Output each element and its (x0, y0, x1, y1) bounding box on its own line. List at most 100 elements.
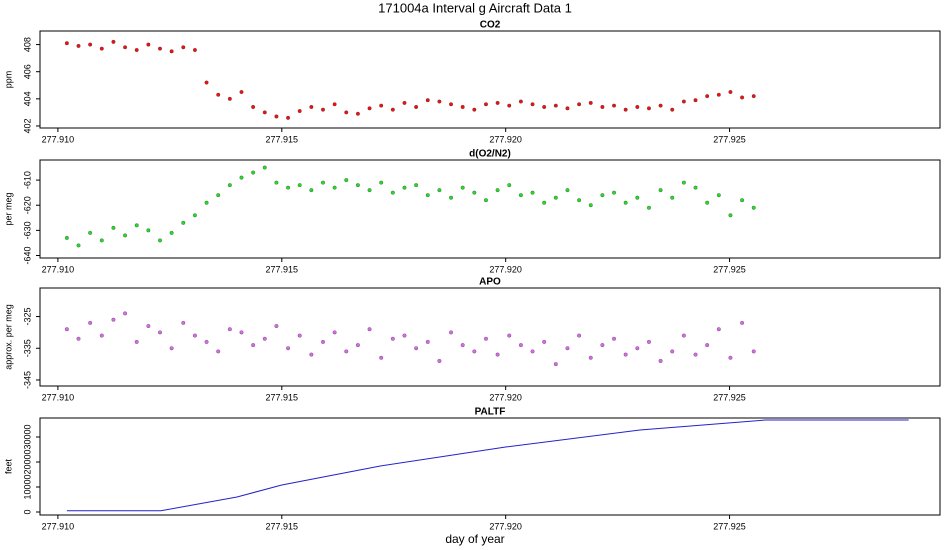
point (588, 100, 593, 105)
point (542, 105, 547, 109)
point (530, 349, 535, 354)
point (146, 42, 151, 47)
point (647, 339, 651, 344)
point (565, 188, 570, 193)
point (635, 105, 640, 109)
x-tick-label: 277.925 (713, 521, 746, 531)
point (716, 327, 721, 332)
point (169, 346, 174, 351)
point (565, 346, 570, 351)
y-tick-label: -640 (22, 246, 32, 264)
point (239, 330, 244, 335)
y-axis-label: feet (3, 458, 13, 474)
point (740, 320, 745, 325)
point (414, 105, 419, 109)
point (542, 339, 547, 344)
x-tick-label: 277.910 (42, 392, 75, 402)
point (647, 205, 651, 210)
y-tick-label: 404 (22, 91, 32, 106)
point (390, 107, 395, 112)
point (390, 336, 395, 341)
x-tick-label: 277.915 (266, 134, 299, 144)
point (588, 203, 593, 208)
y-tick-label: 20000 (22, 449, 32, 474)
point (751, 205, 756, 210)
y-axis-label: ppm (3, 71, 13, 89)
point (670, 349, 675, 354)
point (355, 183, 360, 188)
point (99, 46, 104, 51)
y-tick-label: -620 (22, 196, 32, 214)
point (553, 195, 558, 200)
point (204, 80, 209, 85)
point (693, 98, 698, 103)
point (623, 352, 628, 357)
point (728, 213, 733, 218)
point (518, 193, 523, 198)
point (88, 42, 93, 47)
point (192, 48, 197, 52)
point (588, 355, 593, 360)
point (460, 105, 465, 109)
point (158, 330, 162, 335)
point (146, 324, 151, 329)
point (367, 188, 372, 193)
point (332, 102, 337, 107)
point (379, 355, 384, 360)
point (390, 190, 395, 195)
point (239, 90, 244, 94)
x-tick-label: 277.920 (489, 392, 522, 402)
x-axis-label: day of year (445, 532, 504, 546)
point (484, 336, 488, 341)
point (297, 183, 302, 188)
point (321, 339, 325, 344)
point (437, 358, 442, 363)
point (693, 185, 698, 190)
point (344, 349, 349, 354)
point (181, 320, 186, 325)
point (740, 198, 745, 203)
point (355, 343, 360, 348)
point (332, 185, 337, 190)
panel-title: d(O2/N2) (469, 149, 511, 160)
y-tick-label: -335 (22, 339, 32, 357)
point (344, 110, 349, 115)
point (414, 346, 419, 351)
point (181, 220, 186, 225)
point (227, 327, 232, 332)
point (239, 175, 244, 180)
point (181, 45, 186, 50)
point (530, 190, 535, 195)
point (111, 39, 116, 44)
point (169, 49, 174, 54)
y-tick-label: -325 (22, 308, 32, 326)
y-tick-label: 30000 (22, 424, 32, 449)
point (437, 99, 442, 104)
point (460, 343, 465, 348)
point (111, 317, 116, 322)
point (379, 103, 384, 108)
point (414, 183, 419, 188)
point (99, 333, 104, 338)
y-axis-label: per meg (3, 192, 13, 225)
point (612, 190, 616, 195)
point (204, 339, 209, 344)
point (309, 352, 314, 357)
point (402, 100, 407, 105)
point (321, 180, 325, 185)
point (449, 330, 453, 335)
point (472, 107, 477, 112)
point (88, 230, 93, 235)
y-tick-label: 402 (22, 118, 32, 133)
point (681, 99, 686, 104)
point (367, 106, 372, 111)
point (740, 95, 745, 100)
point (204, 200, 209, 205)
point (192, 213, 197, 218)
point (274, 114, 279, 119)
point (716, 193, 721, 198)
x-tick-label: 277.910 (42, 521, 75, 531)
point (612, 103, 616, 108)
panel-title: APO (479, 277, 501, 288)
